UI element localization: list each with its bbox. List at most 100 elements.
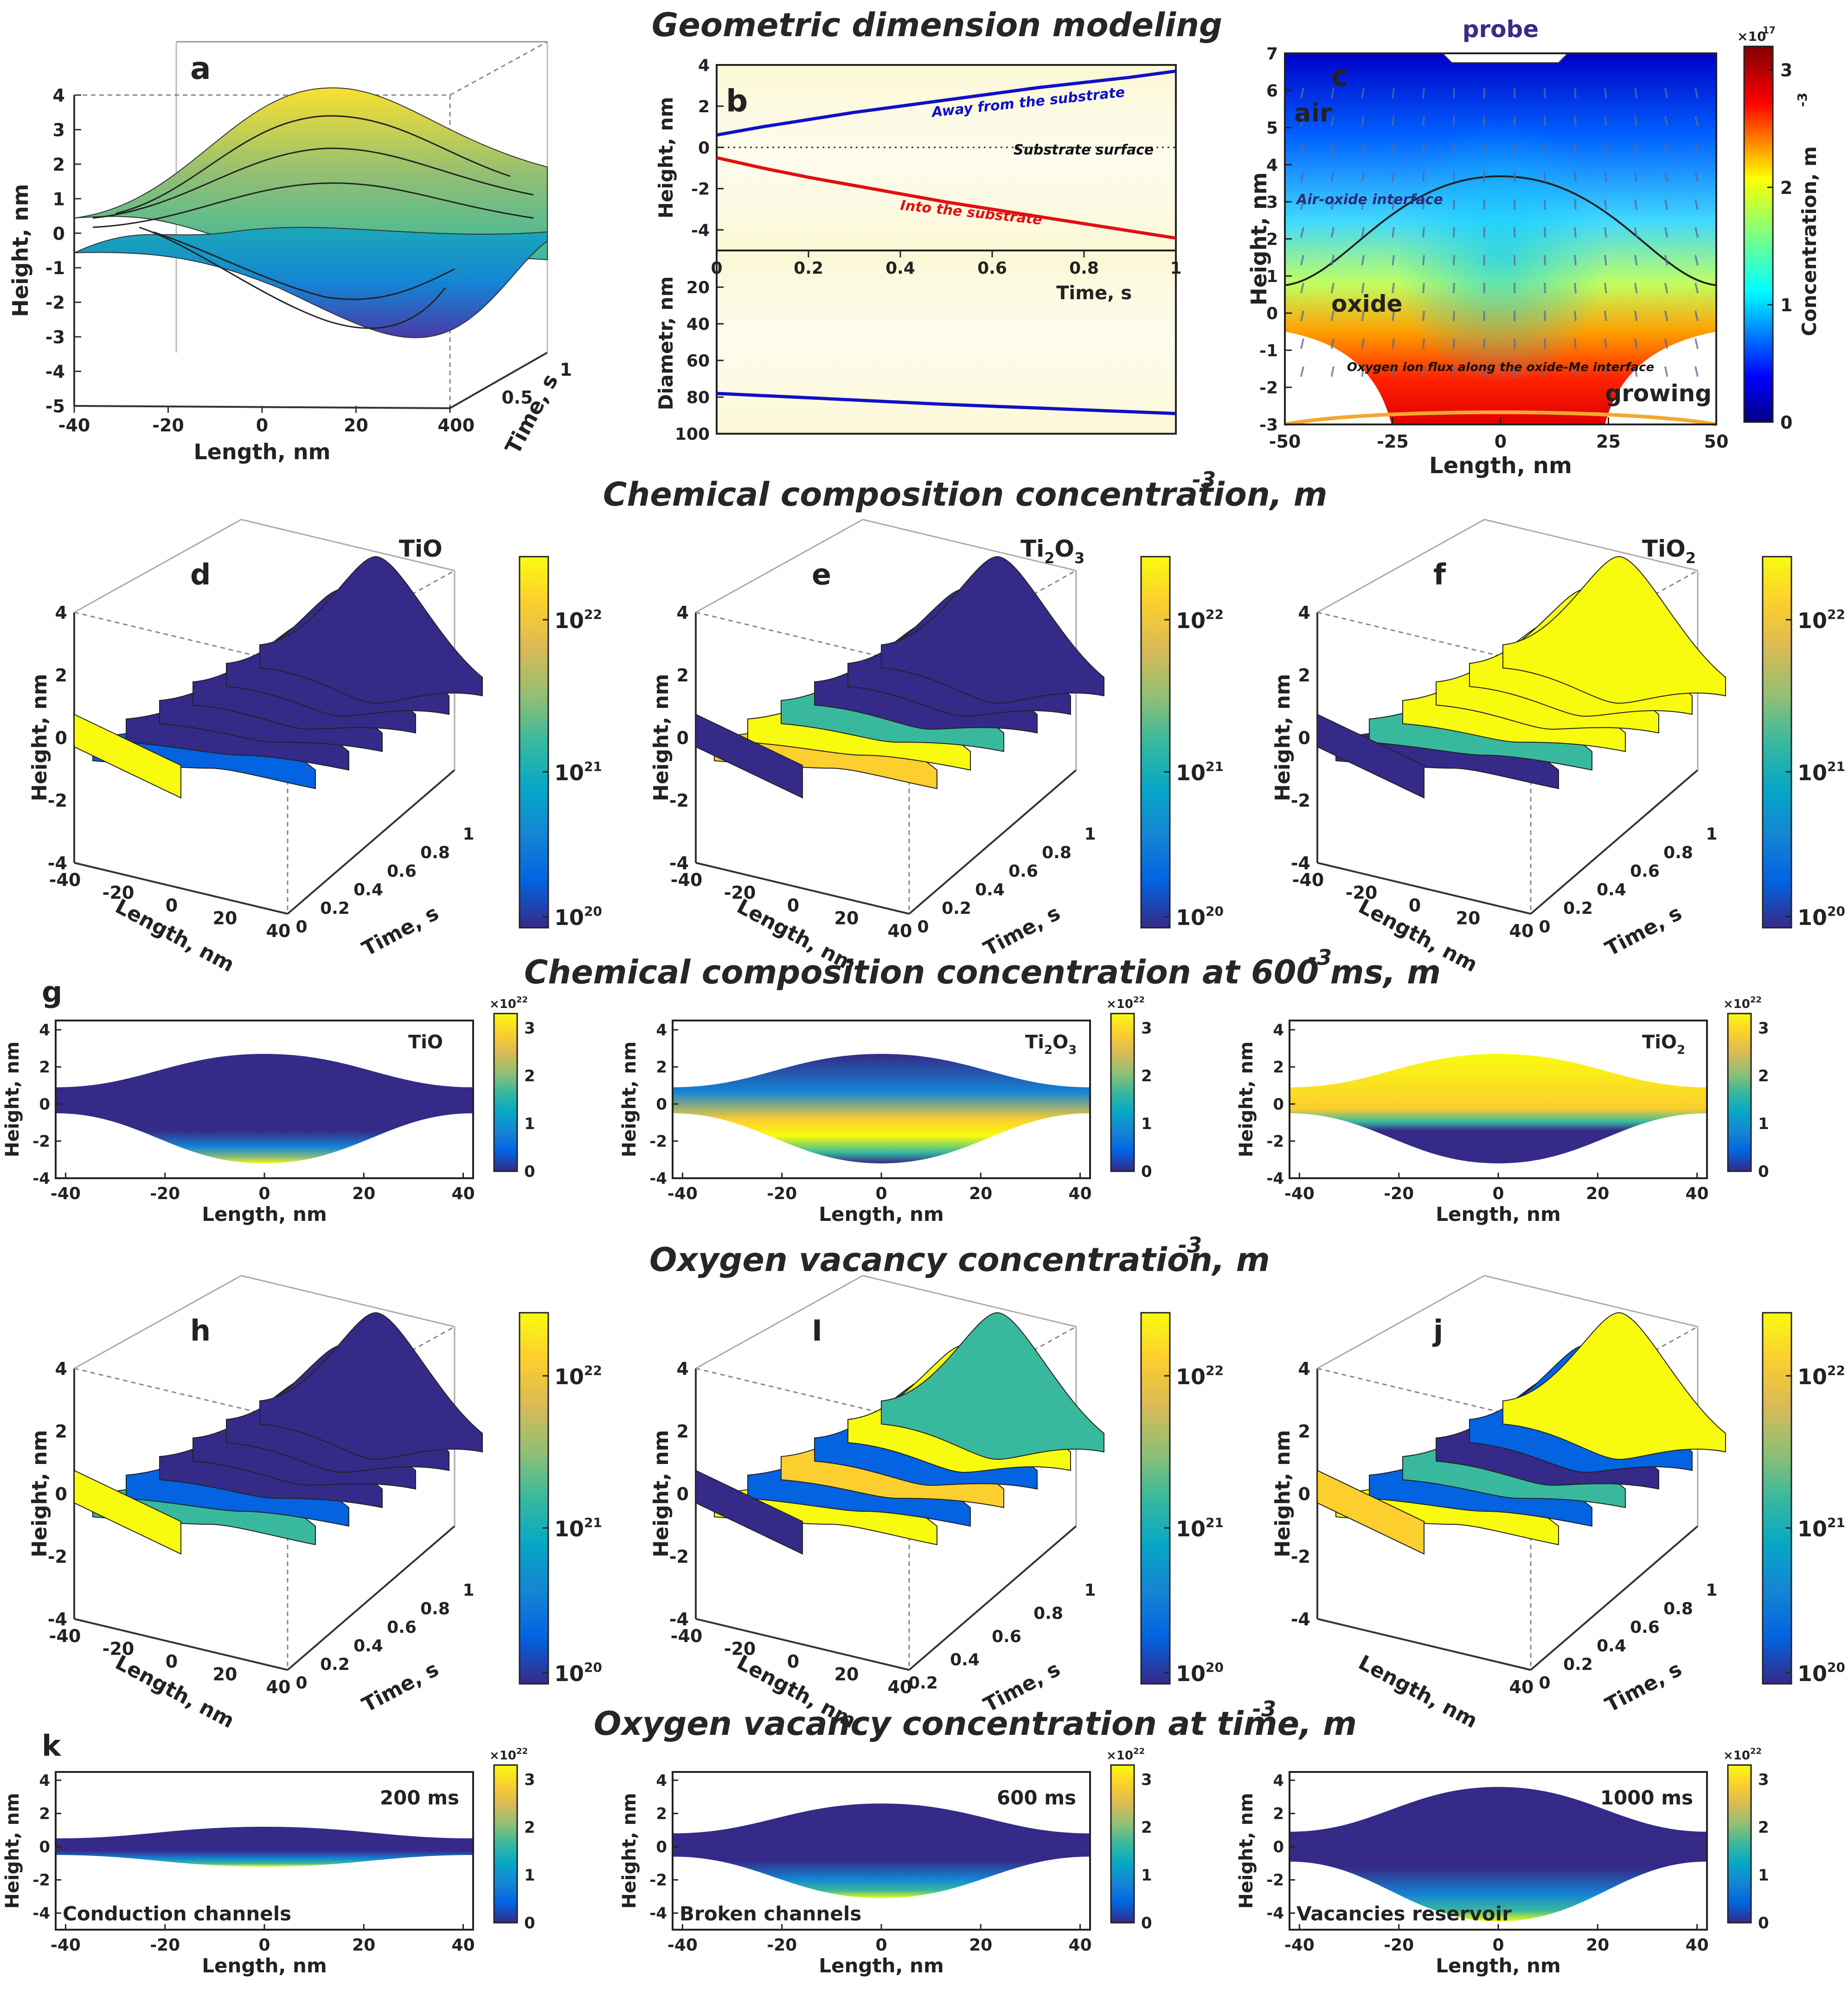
panel-c-arrow: [1604, 143, 1607, 154]
heat-xtick-label: 0: [258, 1184, 270, 1203]
panel-d-xtick: 20: [213, 908, 237, 929]
panel-d-ttick: 0.4: [353, 880, 383, 899]
heat-cb-ticklabel: 1: [1141, 1866, 1152, 1885]
section-title-chemical-text: Chemical composition concentration, m: [603, 475, 1328, 513]
panel-a-xtick-label: 20: [344, 415, 368, 436]
panel-c-arrow: [1330, 255, 1335, 266]
heat-ytick-label: -2: [32, 1132, 50, 1151]
heat-cb-ticklabel: 0: [1758, 1162, 1769, 1181]
panel-h-cb-ticklabel: 1020: [554, 1660, 602, 1686]
panel-c-arrow: [1604, 282, 1607, 294]
cb-base: 10: [1797, 760, 1827, 785]
panel-h-ytick: 0: [55, 1484, 67, 1504]
panel-j-box-dash1: [1317, 1367, 1531, 1420]
panel-c: probe c air Air-oxide interface oxide Ox…: [1246, 16, 1821, 479]
panel-c-cb-ticklabel: 2: [1780, 178, 1792, 198]
panel-f-strip: [1317, 713, 1424, 799]
panel-c-arrow: [1664, 255, 1668, 266]
heat-ytick-label: 4: [656, 1772, 667, 1790]
panel-a-ytick-label: -1: [45, 258, 65, 278]
panel-j-ttick: 0: [1539, 1674, 1550, 1693]
panel-j-ytick: 0: [1298, 1484, 1310, 1504]
cb-exp: 21: [1827, 759, 1845, 774]
cb-mult-exp: 22: [1750, 1746, 1762, 1756]
panel-c-arrow: [1330, 171, 1335, 182]
panel-c-arrow: [1634, 255, 1638, 266]
panel-h-colorbar: [519, 1312, 549, 1685]
panel-a-ytick-label: 3: [53, 120, 65, 140]
panel-c-arrow: [1300, 255, 1304, 266]
panel-c-arrow: [1422, 199, 1425, 210]
panel-i-ytick: 4: [677, 1359, 689, 1379]
cb-base: 10: [1797, 1661, 1827, 1686]
panel-e-box-back2: [862, 519, 1077, 571]
heat-ytick-label: -2: [1266, 1132, 1284, 1151]
heat-ytick-label: -4: [1266, 1169, 1284, 1188]
heat-xtick-label: -40: [1284, 1936, 1315, 1955]
panel-j-tlabel: Time, s: [1601, 1657, 1686, 1717]
heat-time: 1000 ms: [1600, 1786, 1693, 1809]
panel-c-arrow: [1694, 88, 1699, 99]
panel-d-axis-t: [287, 769, 456, 915]
section-title-geometric: Geometric dimension modeling: [652, 6, 1222, 44]
heat-cb-ticklabel: 2: [1141, 1818, 1152, 1837]
heat-cb-ticklabel: 3: [1141, 1019, 1152, 1038]
panel-c-arrow: [1664, 143, 1668, 154]
cb-base: 10: [1176, 760, 1206, 785]
panel-b-ytick2-label: 40: [687, 315, 710, 334]
panel-c-arrow: [1664, 310, 1668, 321]
panel-c-arrow: [1634, 199, 1638, 210]
heat-xtick-label: -20: [767, 1936, 797, 1955]
cb-mult: ×10: [489, 997, 516, 1011]
heat-colorbar: [1727, 1764, 1752, 1924]
species-sub2: 3: [1068, 1043, 1077, 1057]
panel-a-ytick-label: 0: [53, 224, 65, 244]
cb-mult-exp: 22: [1133, 1746, 1145, 1756]
panel-f-ttick: 0.4: [1597, 880, 1626, 899]
panel-b-xtick-label: 0.2: [794, 259, 823, 278]
panel-j-label: j: [1432, 1314, 1443, 1348]
panel-c-arrow: [1574, 88, 1577, 99]
species-mid: O: [1055, 535, 1075, 562]
panel-f-slice: [1502, 556, 1726, 704]
cb-mult-exp: 22: [516, 995, 528, 1005]
panel-a-contour-4: [139, 226, 446, 329]
panel-f-ttick: 1: [1706, 825, 1717, 844]
heat-xtick-label: 20: [352, 1936, 375, 1955]
panel-d-xtick: -20: [103, 883, 135, 903]
panel-c-arrow: [1664, 171, 1668, 182]
panel-c-arrow: [1300, 338, 1304, 349]
panel-f-ttick: 0: [1539, 918, 1550, 937]
panel-c-arrow: [1300, 116, 1304, 127]
heat-xtick-label: 0: [1492, 1936, 1504, 1955]
panel-c-probe-label: probe: [1463, 16, 1539, 43]
panel-a-ylabel: Height, nm: [8, 184, 33, 317]
panel-e-ttick: 0.4: [975, 880, 1005, 899]
panel-e-species: Ti2O3: [1020, 535, 1084, 567]
panel-h-cb-ticklabel: 1021: [554, 1515, 602, 1541]
panel-c-xtick-label: 0: [1495, 431, 1507, 452]
heat-cb-ticklabel: 0: [1758, 1914, 1769, 1932]
cb-exp: 21: [584, 1515, 602, 1530]
panel-c-interface-curve: [1284, 175, 1717, 286]
cb-mult: ×10: [1106, 1749, 1133, 1763]
panel-b-label: b: [726, 83, 748, 119]
panel-c-arrow: [1300, 88, 1304, 99]
panel-c-arrow: [1664, 338, 1668, 349]
panel-c-arrow: [1300, 310, 1304, 321]
section-title-vacancy-time-exp: -3: [1252, 1696, 1276, 1721]
heat-ytick-label: 0: [656, 1838, 667, 1856]
heat-cb-ticklabel: 3: [1141, 1771, 1152, 1789]
panel-c-arrow: [1694, 282, 1699, 294]
panel-b-xtick-label: 0.4: [886, 259, 915, 278]
heat-species: TiO2: [1642, 1032, 1685, 1057]
heat-ylabel: Height, nm: [1236, 1041, 1257, 1157]
heat-cb-ticklabel: 3: [1758, 1019, 1769, 1038]
panel-c-arrow: [1392, 143, 1395, 154]
panel-i-xtick: 20: [834, 1664, 859, 1685]
cb-mult-exp: 22: [1750, 995, 1762, 1005]
